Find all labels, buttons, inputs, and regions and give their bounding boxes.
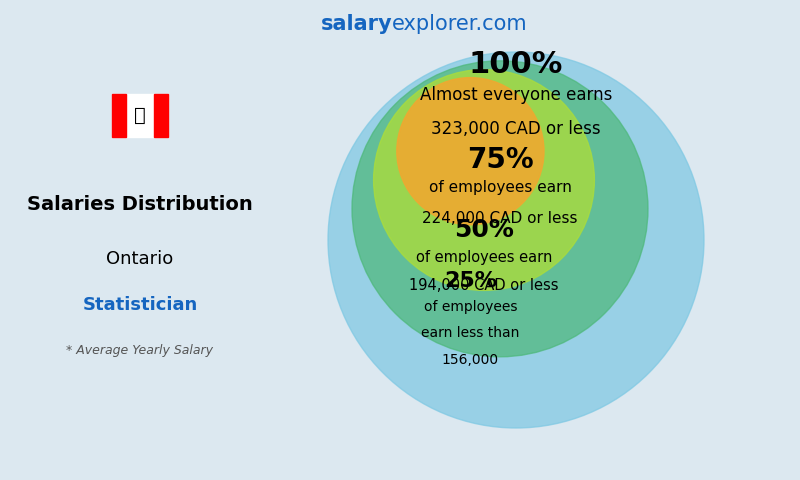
Text: of employees earn: of employees earn bbox=[416, 250, 552, 264]
Ellipse shape bbox=[352, 61, 648, 357]
Text: earn less than: earn less than bbox=[422, 326, 519, 340]
Text: 25%: 25% bbox=[444, 271, 497, 291]
Bar bbox=[112, 94, 126, 137]
Text: 156,000: 156,000 bbox=[442, 353, 499, 367]
Text: Statistician: Statistician bbox=[82, 296, 198, 314]
Bar bbox=[154, 94, 168, 137]
FancyBboxPatch shape bbox=[112, 94, 168, 137]
Text: explorer.com: explorer.com bbox=[392, 14, 528, 35]
Text: 224,000 CAD or less: 224,000 CAD or less bbox=[422, 211, 578, 226]
Ellipse shape bbox=[397, 78, 544, 225]
Text: 323,000 CAD or less: 323,000 CAD or less bbox=[431, 120, 601, 138]
Ellipse shape bbox=[328, 52, 704, 428]
Text: 75%: 75% bbox=[466, 146, 534, 174]
Text: 100%: 100% bbox=[469, 50, 563, 79]
Ellipse shape bbox=[374, 70, 594, 290]
Text: of employees earn: of employees earn bbox=[429, 180, 571, 195]
Text: Ontario: Ontario bbox=[106, 250, 174, 268]
Text: salary: salary bbox=[320, 14, 392, 35]
Text: 50%: 50% bbox=[454, 218, 514, 242]
Text: Almost everyone earns: Almost everyone earns bbox=[420, 86, 612, 104]
Text: * Average Yearly Salary: * Average Yearly Salary bbox=[66, 344, 214, 357]
Text: Salaries Distribution: Salaries Distribution bbox=[27, 194, 253, 214]
Text: 194,000 CAD or less: 194,000 CAD or less bbox=[410, 278, 558, 293]
Text: of employees: of employees bbox=[424, 300, 517, 314]
Text: 🍁: 🍁 bbox=[134, 106, 146, 125]
